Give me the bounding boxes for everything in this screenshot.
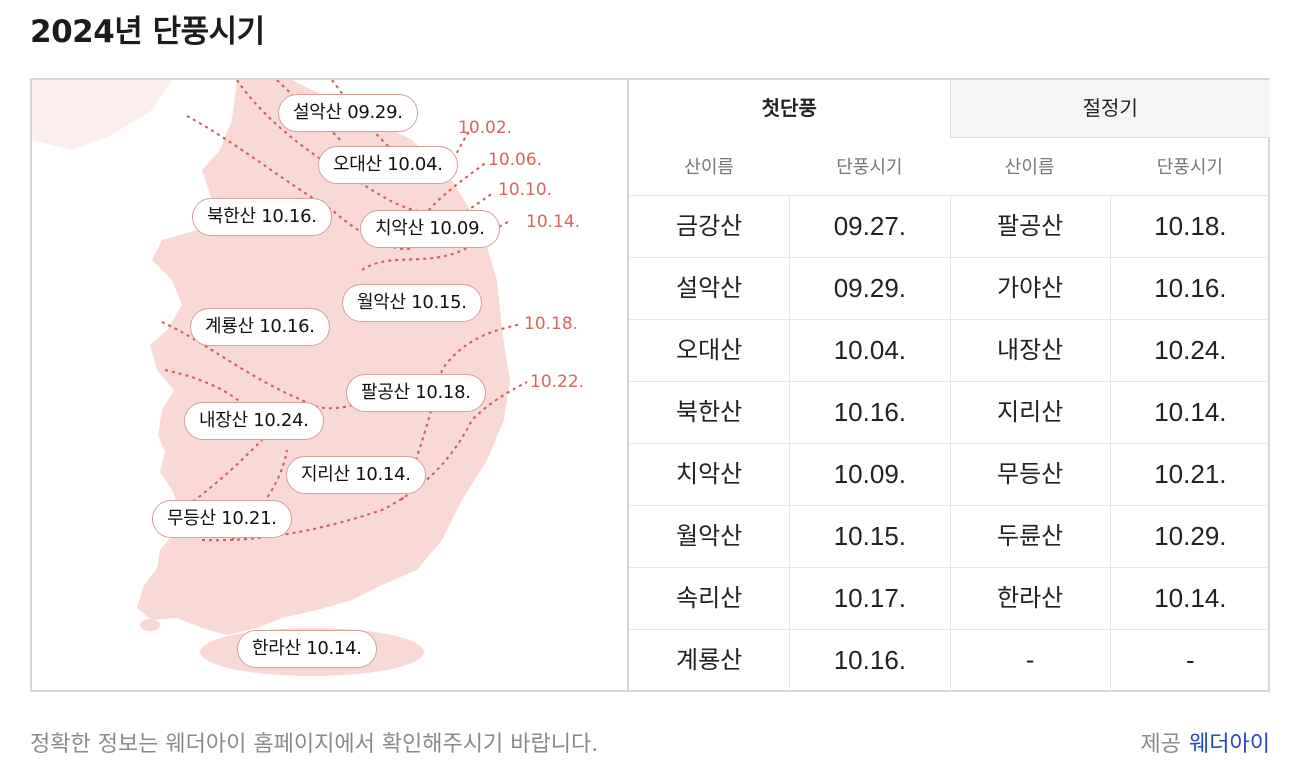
foliage-date: 10.18. xyxy=(1109,196,1270,257)
map-label-mudeungsan: 무등산 10.21. xyxy=(152,500,292,538)
mountain-name: 북한산 xyxy=(676,398,743,426)
mountain-name: 내장산 xyxy=(949,320,1110,381)
map-label-bukhansan: 북한산 10.16. xyxy=(192,198,332,236)
mountain-name: 설악산 xyxy=(676,274,743,302)
mountain-name: 월악산 xyxy=(676,522,743,550)
map-label-woraksan: 월악산 10.15. xyxy=(342,284,482,322)
table-row: 계룡산 10.16. - - xyxy=(629,630,1270,692)
mountain-name: 가야산 xyxy=(949,258,1110,319)
column-header: 산이름 xyxy=(1004,157,1055,177)
foliage-date: 09.27. xyxy=(789,196,949,257)
table-header: 산이름 단풍시기 산이름 단풍시기 xyxy=(629,138,1270,196)
table-row: 오대산 10.04. 내장산 10.24. xyxy=(629,320,1270,382)
foliage-date: 10.29. xyxy=(1109,506,1270,567)
foliage-date: 10.15. xyxy=(789,506,949,567)
foliage-date: 10.21. xyxy=(1109,444,1270,505)
mountain-name: 두륜산 xyxy=(949,506,1110,567)
map-label-chiaksan: 치악산 10.09. xyxy=(360,210,500,248)
foliage-table: 첫단풍 절정기 산이름 단풍시기 산이름 단풍시기 금강산 09.27. 팔공산… xyxy=(627,80,1270,692)
foliage-date: 10.14. xyxy=(1109,382,1270,443)
foliage-date: 10.14. xyxy=(1109,568,1270,629)
map-label-palgongsan: 팔공산 10.18. xyxy=(346,374,486,412)
mountain-name: 오대산 xyxy=(676,336,743,364)
column-header: 단풍시기 xyxy=(1156,157,1223,177)
foliage-map: 설악산 09.29. 오대산 10.04. 북한산 10.16. 치악산 10.… xyxy=(32,80,628,690)
table-row: 설악산 09.29. 가야산 10.16. xyxy=(629,258,1270,320)
mountain-name: - xyxy=(949,630,1110,692)
foliage-date: 10.09. xyxy=(789,444,949,505)
mountain-name: 속리산 xyxy=(676,584,743,612)
map-label-hallasan: 한라산 10.14. xyxy=(237,630,377,668)
date-line-label: 10.14. xyxy=(526,212,581,232)
mountain-name: 한라산 xyxy=(949,568,1110,629)
date-line-label: 10.22. xyxy=(530,372,585,392)
foliage-date: 10.17. xyxy=(789,568,949,629)
north-korea-shape xyxy=(32,80,172,150)
table-row: 치악산 10.09. 무등산 10.21. xyxy=(629,444,1270,506)
date-line-label: 10.18. xyxy=(524,314,579,334)
foliage-date: 09.29. xyxy=(789,258,949,319)
date-line-label: 10.06. xyxy=(488,150,543,170)
table-row: 월악산 10.15. 두륜산 10.29. xyxy=(629,506,1270,568)
tab-bar: 첫단풍 절정기 xyxy=(629,80,1270,138)
mountain-name: 계룡산 xyxy=(676,646,743,674)
credit-prefix: 제공 xyxy=(1140,732,1182,757)
foliage-date: 10.16. xyxy=(789,630,949,692)
foliage-date: 10.16. xyxy=(1109,258,1270,319)
mountain-name: 팔공산 xyxy=(949,196,1110,257)
tab-first-foliage[interactable]: 첫단풍 xyxy=(629,80,950,138)
tab-peak-foliage[interactable]: 절정기 xyxy=(949,80,1270,138)
column-header: 산이름 xyxy=(684,157,734,177)
foliage-date: 10.04. xyxy=(789,320,949,381)
footer-note: 정확한 정보는 웨더아이 홈페이지에서 확인해주시기 바랍니다. xyxy=(30,732,599,757)
foliage-date: - xyxy=(1109,630,1270,692)
table-row: 금강산 09.27. 팔공산 10.18. xyxy=(629,196,1270,258)
weather-i-link[interactable]: 웨더아이 xyxy=(1189,732,1270,757)
column-header: 단풍시기 xyxy=(836,157,903,177)
mountain-name: 금강산 xyxy=(676,212,743,240)
map-label-odaesan: 오대산 10.04. xyxy=(318,146,458,184)
date-line-label: 10.02. xyxy=(458,118,513,138)
date-line-label: 10.10. xyxy=(498,180,553,200)
foliage-date: 10.16. xyxy=(789,382,949,443)
table-row: 속리산 10.17. 한라산 10.14. xyxy=(629,568,1270,630)
foliage-date: 10.24. xyxy=(1109,320,1270,381)
map-label-seoraksan: 설악산 09.29. xyxy=(278,94,418,132)
map-label-jirisan: 지리산 10.14. xyxy=(286,456,426,494)
page-title: 2024년 단풍시기 xyxy=(30,14,265,50)
table-row: 북한산 10.16. 지리산 10.14. xyxy=(629,382,1270,444)
map-label-gyeryongsan: 계룡산 10.16. xyxy=(190,308,330,346)
footer-credit: 제공 웨더아이 xyxy=(1141,726,1270,758)
mountain-name: 지리산 xyxy=(949,382,1110,443)
map-label-naejangsan: 내장산 10.24. xyxy=(184,402,324,440)
mountain-name: 치악산 xyxy=(676,460,743,488)
foliage-panel: 설악산 09.29. 오대산 10.04. 북한산 10.16. 치악산 10.… xyxy=(30,78,1270,692)
mountain-name: 무등산 xyxy=(949,444,1110,505)
